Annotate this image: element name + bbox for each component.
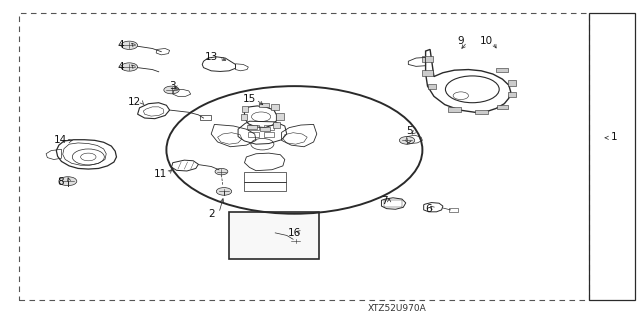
Bar [508,92,516,97]
Text: 3: 3 [170,81,176,91]
Text: 6: 6 [426,204,432,214]
Circle shape [59,177,77,186]
Bar [229,212,319,259]
Circle shape [121,41,138,49]
Bar [449,208,458,212]
Bar [241,114,247,120]
Bar [248,125,259,130]
Text: 2: 2 [208,209,214,219]
Bar [448,107,461,112]
Bar [271,104,279,110]
Bar [384,200,402,207]
Text: 5: 5 [406,126,413,136]
Circle shape [164,86,179,94]
Bar [259,242,269,246]
Text: 7: 7 [381,196,387,206]
Text: 4: 4 [117,62,124,72]
Bar [508,80,516,86]
Text: 11: 11 [154,169,166,179]
Bar [422,56,433,62]
Circle shape [216,188,232,195]
Text: 1: 1 [611,132,618,142]
Bar [246,241,256,244]
Bar [242,106,248,112]
Text: 15: 15 [243,94,256,104]
Bar [271,238,279,244]
Text: 8: 8 [58,177,64,187]
Text: 9: 9 [458,36,464,47]
Text: 13: 13 [205,52,218,63]
Text: 12: 12 [128,97,141,107]
Bar [275,229,283,235]
Bar [239,229,246,235]
Bar [422,70,433,76]
Text: 14: 14 [54,135,67,145]
Bar [244,172,286,182]
Bar [497,105,508,109]
Circle shape [121,63,138,71]
Bar [258,219,268,223]
Circle shape [215,168,228,175]
Bar [270,220,278,225]
Circle shape [399,137,415,144]
Text: 10: 10 [480,36,493,47]
Text: XTZ52U970A: XTZ52U970A [367,304,426,313]
Bar [260,127,270,131]
Bar [589,13,635,300]
Bar [200,115,211,120]
Text: 4: 4 [117,40,124,50]
Bar [248,132,259,137]
Bar [247,125,257,129]
Bar [264,125,274,130]
Bar [273,122,280,128]
Bar [259,103,269,107]
Bar [276,113,284,120]
Bar [428,84,436,89]
Bar [244,182,286,191]
Bar [496,68,508,72]
Bar [264,132,274,137]
Bar [241,221,247,227]
Bar [475,110,488,114]
Circle shape [289,238,302,244]
Text: 16: 16 [288,228,301,238]
